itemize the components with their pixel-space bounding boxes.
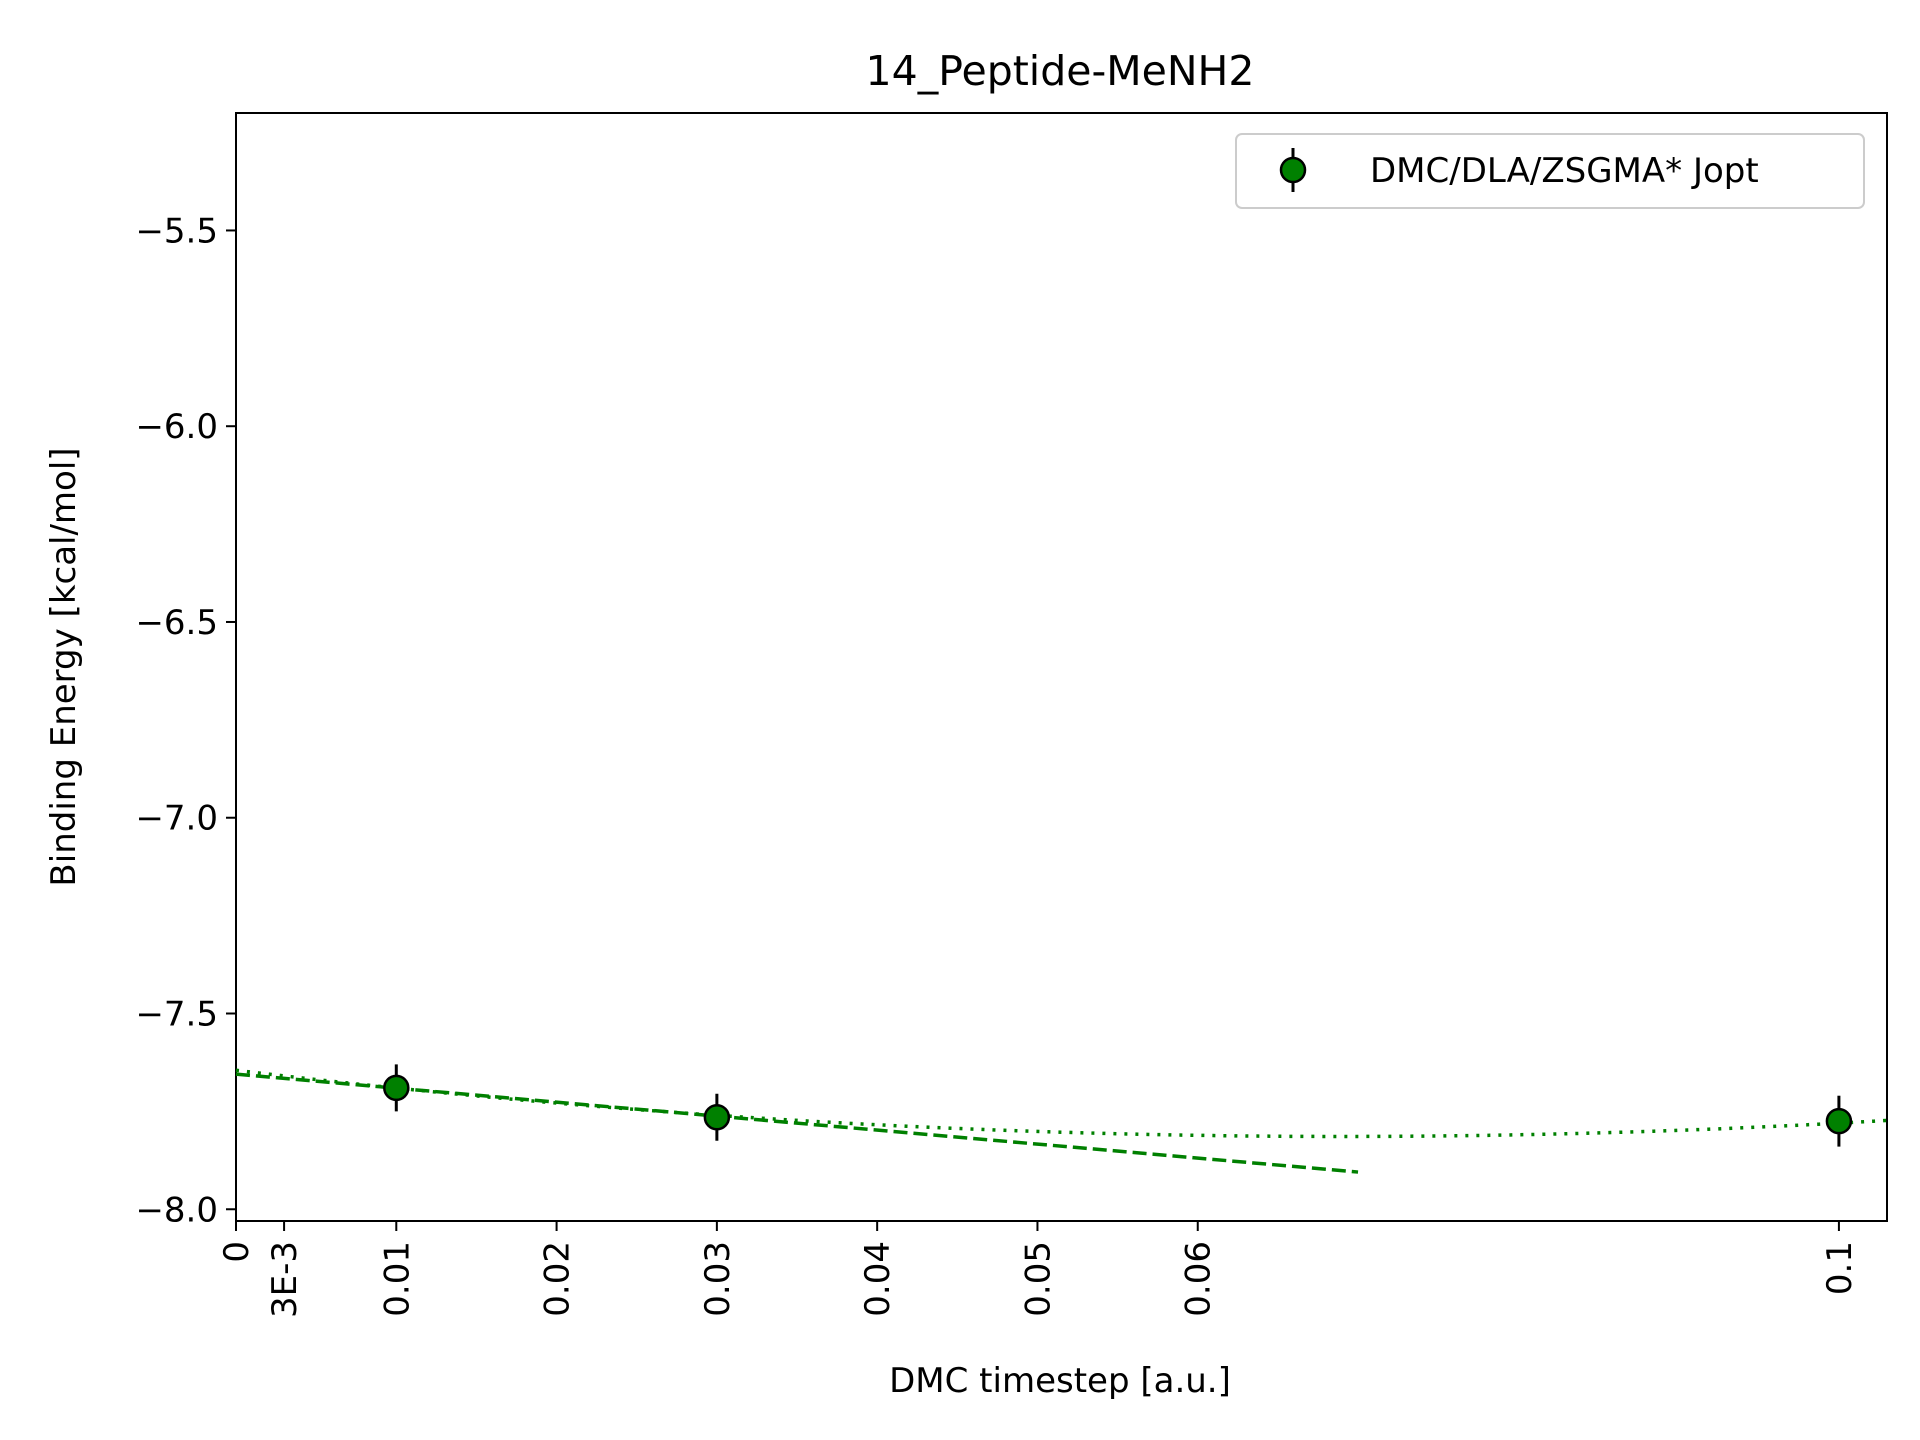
y-tick-label: −6.5 bbox=[135, 603, 218, 643]
y-tick-label: −6.0 bbox=[135, 407, 218, 447]
plot-frame bbox=[235, 112, 1888, 1222]
legend-frame bbox=[1235, 133, 1865, 209]
y-tick-label: −5.5 bbox=[135, 211, 218, 251]
x-axis-label: DMC timestep [a.u.] bbox=[889, 1361, 1231, 1401]
chart-title: 14_Peptide-MeNH2 bbox=[866, 47, 1255, 95]
x-axis: 0 3E-3 0.01 0.02 0.03 0.04 0.05 0.06 0.1 bbox=[217, 1221, 1860, 1318]
x-tick-label: 0.05 bbox=[1018, 1241, 1058, 1317]
x-tick-label: 0.04 bbox=[858, 1241, 898, 1317]
data-point bbox=[703, 1103, 731, 1131]
data-point bbox=[1825, 1107, 1853, 1135]
y-axis-label: Binding Energy [kcal/mol] bbox=[44, 447, 84, 886]
legend-marker bbox=[1279, 156, 1307, 184]
y-axis: −5.5 −6.0 −6.5 −7.0 −7.5 −8.0 bbox=[135, 211, 236, 1230]
x-tick-label: 0.02 bbox=[538, 1241, 578, 1317]
x-tick-label: 0.03 bbox=[698, 1241, 738, 1317]
legend: DMC/DLA/ZSGMA* Jopt bbox=[1235, 133, 1865, 209]
x-tick-label: 0.06 bbox=[1179, 1241, 1219, 1317]
x-tick-label: 3E-3 bbox=[265, 1241, 305, 1318]
x-tick-label: 0.01 bbox=[377, 1241, 417, 1317]
plot-area bbox=[235, 112, 1888, 1222]
y-tick-label: −7.0 bbox=[135, 799, 218, 839]
legend-label: DMC/DLA/ZSGMA* Jopt bbox=[1370, 151, 1759, 191]
quadratic-fit-line bbox=[235, 1068, 1888, 1139]
y-tick-label: −7.5 bbox=[135, 994, 218, 1034]
x-tick-label: 0.1 bbox=[1820, 1241, 1860, 1295]
y-tick-label: −8.0 bbox=[135, 1190, 218, 1230]
x-tick-label: 0 bbox=[217, 1241, 257, 1263]
data-point bbox=[383, 1074, 410, 1102]
